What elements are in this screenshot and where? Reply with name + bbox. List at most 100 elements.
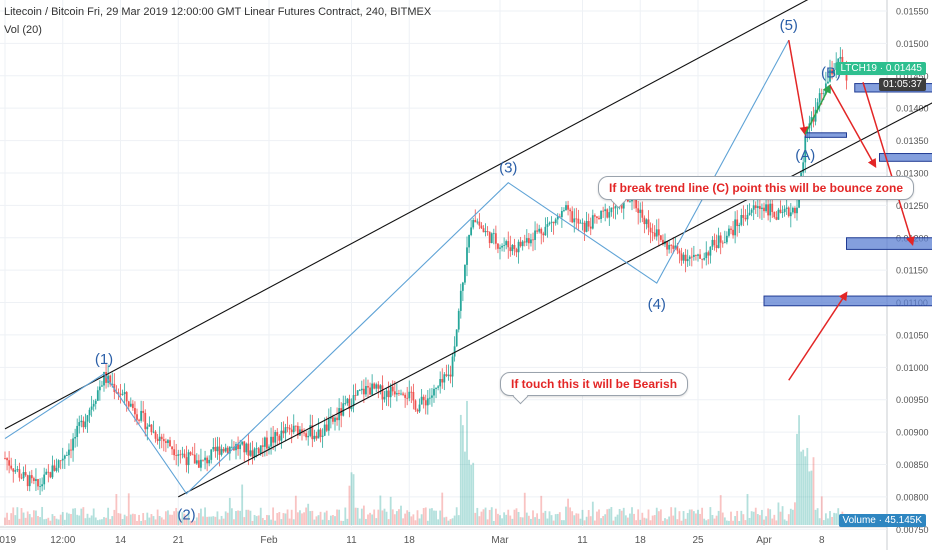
volume-bar [586, 517, 588, 525]
candle-body [252, 450, 254, 456]
y-tick-label: 0.00850 [896, 460, 929, 470]
volume-bar [320, 512, 322, 525]
candle-body [408, 392, 410, 399]
volume-bar [120, 514, 122, 525]
volume-bar [734, 516, 736, 525]
price-zone [805, 133, 846, 138]
candle-body [332, 417, 334, 422]
break-trendline-callout[interactable]: If break trend line (C) point this will … [598, 176, 914, 200]
volume-bar [47, 518, 49, 525]
candle-body [346, 399, 348, 403]
candle-body [326, 425, 328, 431]
volume-bar [668, 517, 670, 525]
volume-bar [571, 511, 573, 525]
volume-bar [443, 517, 445, 525]
candle-body [122, 394, 124, 395]
volume-bar [573, 515, 575, 525]
volume-bar [509, 516, 511, 525]
candle-body [643, 218, 645, 224]
volume-bar [798, 415, 800, 525]
volume-bar [307, 504, 309, 525]
candle-body [217, 447, 219, 452]
volume-bar [656, 508, 658, 525]
candle-body [278, 436, 280, 441]
volume-bar [421, 514, 423, 525]
volume-bar [126, 516, 128, 525]
volume-bar [767, 508, 769, 525]
candle-body [355, 395, 357, 396]
candle-body [456, 330, 458, 347]
volume-bar [648, 509, 650, 525]
candle-body [460, 291, 462, 311]
volume-bar [551, 515, 553, 525]
candle-body [648, 219, 650, 227]
volume-bar [239, 511, 241, 525]
candle-body [324, 425, 326, 436]
volume-bar [691, 509, 693, 525]
candle-body [728, 229, 730, 236]
candle-body [600, 211, 602, 219]
volume-bar [441, 493, 443, 525]
candle-body [402, 394, 404, 395]
volume-bar [553, 521, 555, 525]
candle-body [745, 218, 747, 219]
candle-body [134, 408, 136, 414]
volume-bar [132, 514, 134, 525]
volume-bar [157, 510, 159, 525]
volume-bar [730, 512, 732, 525]
volume-bar [332, 515, 334, 525]
volume-bar [577, 514, 579, 525]
volume-bar [301, 513, 303, 525]
volume-bar [681, 521, 683, 525]
candle-body [481, 226, 483, 229]
candle-body [153, 432, 155, 433]
volume-bar [144, 520, 146, 525]
candle-body [703, 258, 705, 260]
candle-body [264, 438, 266, 447]
volume-bar [56, 519, 58, 525]
volume-bar [318, 515, 320, 525]
volume-bar [804, 456, 806, 525]
volume-bar [489, 510, 491, 525]
volume-bar [227, 513, 229, 525]
x-tick-label: 21 [173, 535, 185, 546]
candle-body [530, 239, 532, 243]
volume-bar [472, 463, 474, 525]
candle-body [497, 244, 499, 249]
volume-bar [456, 507, 458, 525]
volume-bar [817, 508, 819, 525]
volume-bar [357, 508, 359, 525]
y-tick-label: 0.01000 [896, 363, 929, 373]
candle-body [167, 440, 169, 443]
arrow-wave-b [805, 86, 830, 135]
candle-body [155, 432, 157, 439]
candle-body [670, 245, 672, 246]
bearish-callout[interactable]: If touch this it will be Bearish [500, 372, 688, 396]
volume-bar [330, 516, 332, 525]
volume-bar [633, 514, 635, 525]
candle-body [272, 437, 274, 443]
candle-body [6, 458, 8, 460]
volume-bar [124, 515, 126, 525]
volume-bar [68, 514, 70, 525]
candle-body [714, 240, 716, 245]
volume-bar [173, 511, 175, 525]
volume-bar [522, 517, 524, 525]
volume-bar [384, 509, 386, 525]
candle-body [171, 447, 173, 450]
candle-body [476, 222, 478, 223]
candle-body [503, 245, 505, 246]
candle-body [386, 391, 388, 397]
candle-body [693, 255, 695, 257]
candle-body [718, 235, 720, 248]
volume-bar [109, 519, 111, 525]
volume-bar [219, 519, 221, 525]
y-tick-label: 0.01550 [896, 7, 929, 17]
volume-bar [699, 514, 701, 525]
candle-body [505, 241, 507, 245]
candle-body [16, 469, 18, 470]
volume-bar [266, 515, 268, 525]
candle-body [258, 448, 260, 453]
